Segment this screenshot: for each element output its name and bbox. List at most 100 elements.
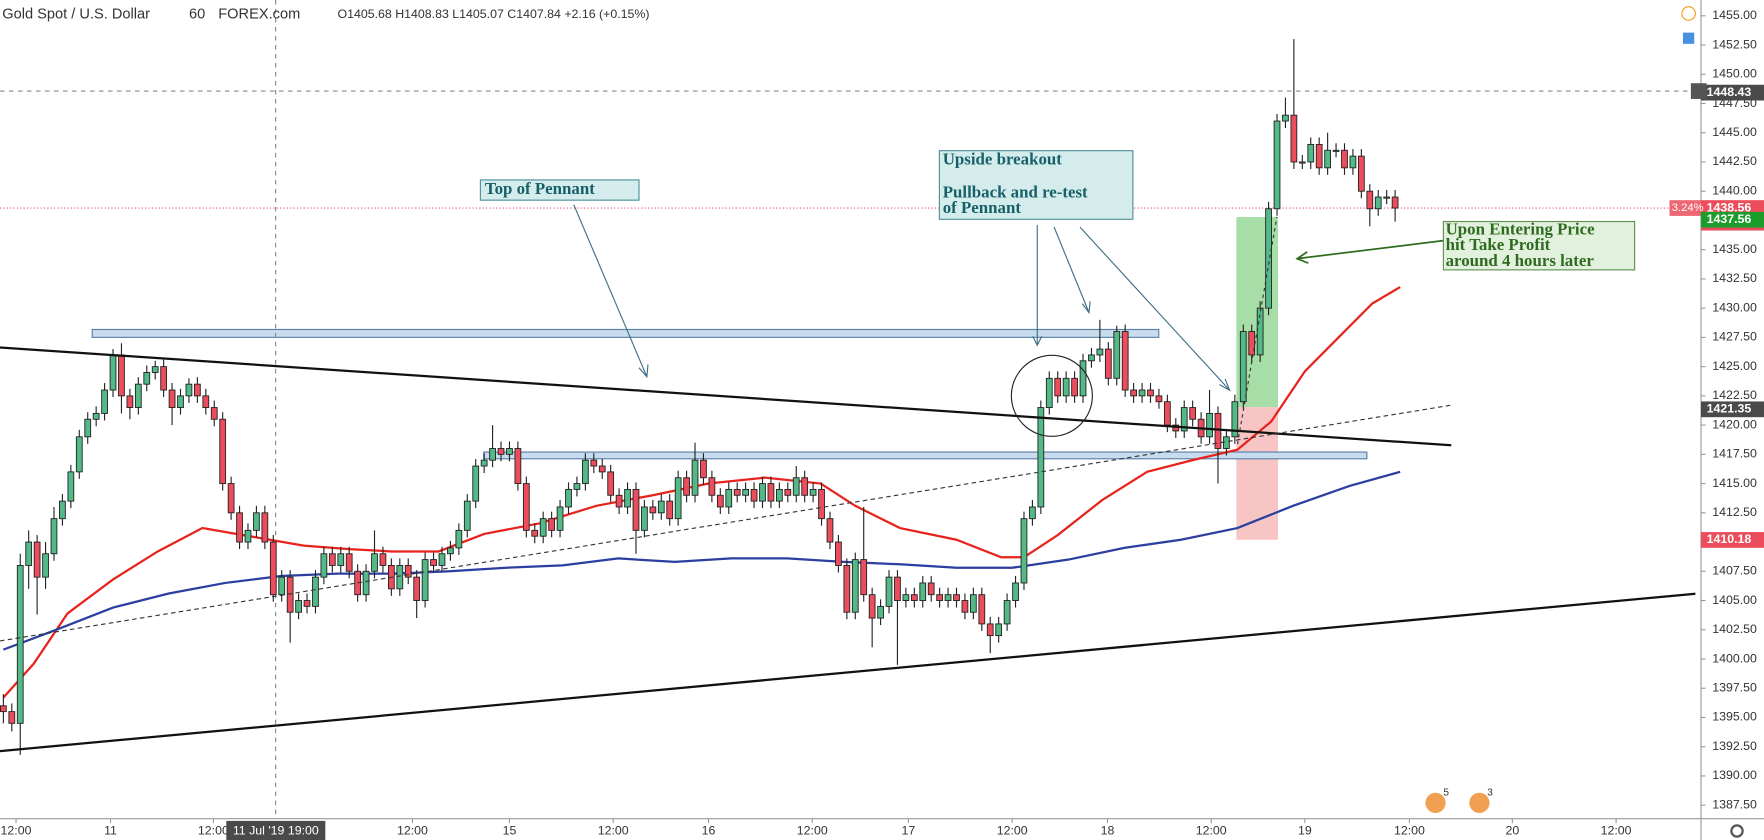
candle-body [1121,331,1129,391]
candle-body [303,600,311,607]
y-tick-label: 1387.50 [1712,797,1757,811]
candle-body [244,529,252,543]
drawings-over: Top of Pennant Upside breakout Pullback … [0,150,1696,753]
candle-body [590,459,598,467]
candle-body [750,488,758,502]
candle-body [286,576,294,613]
toggle-icon[interactable] [1683,32,1695,44]
candle-body [1223,436,1230,449]
y-tick-label: 1425.00 [1712,359,1757,373]
x-tick-label: 11 [104,823,117,837]
candle-body [1088,354,1095,362]
green-arrow [1295,239,1444,264]
candle-body [995,623,1003,637]
annotation-box [1442,220,1636,271]
candle-body [59,500,66,520]
y-tick-label: 1442.50 [1712,154,1757,168]
candle-body [539,518,547,537]
x-tick-label: 12:00 [1196,823,1227,837]
candle-body [986,623,994,637]
candle-body [185,383,193,397]
annotation: Top of Pennant [485,179,595,198]
candle-body [261,512,269,543]
candle-body [253,512,260,531]
candle-body [969,594,977,613]
candle-body [1332,149,1340,152]
candle-body [236,512,243,543]
candle-body [67,471,75,502]
candle-body [725,488,733,508]
candle-body [742,488,750,496]
candle-body [522,483,530,531]
x-tick-label: 17 [902,823,916,837]
annotation: hit Take Profit [1446,235,1551,254]
candle-body [50,518,58,555]
candle-body [42,553,49,578]
event-icon[interactable] [1469,792,1490,814]
crosshair-time-box [226,820,326,840]
event-icon[interactable] [1425,792,1446,814]
candle-body [792,477,800,496]
support-zone [483,451,1368,460]
candle-body [573,483,581,490]
candle-body [202,395,210,409]
candle-body [877,605,884,619]
candle-body [936,594,944,601]
candle-body [1341,149,1348,169]
candle-body [624,488,631,508]
candle-body [92,412,100,420]
candle-body [1037,407,1045,508]
alert-icon[interactable] [1681,6,1696,21]
candle-body [345,553,353,572]
candle-body [295,600,302,613]
candle-body [860,559,868,596]
candle-body [902,594,910,601]
crosshair-price-label: 1448.43 [1707,85,1752,99]
x-tick-label: 12:00 [598,823,629,837]
y-tick-label: 1420.00 [1712,417,1757,431]
price-marker-label: 1410.18 [1707,532,1752,546]
x-tick-label: 12:00 [397,823,428,837]
candle-body [396,564,404,590]
settings-icon[interactable] [1730,824,1744,838]
candle-body [1273,120,1281,210]
candle-body [641,506,648,531]
candle-body [328,553,336,566]
y-tick-label: 1395.00 [1712,710,1757,724]
candle-body [531,529,539,537]
candle-body [826,518,834,543]
candle-body [759,483,766,502]
y-tick-label: 1390.00 [1712,768,1757,782]
candle-body [210,407,218,420]
candle-body [151,366,159,373]
trend-line-upper [0,346,1452,447]
candle-body [1062,377,1070,397]
candle-body [1206,412,1213,438]
candle-body [438,553,446,566]
candle-body [134,383,142,409]
candle-body [784,488,792,496]
candle-body [227,483,235,514]
candle-body [1104,348,1112,379]
candle-body [657,500,665,514]
x-tick-label: 16 [702,823,716,837]
highlight-circle [1010,354,1093,437]
y-tick-label: 1412.50 [1712,505,1757,519]
candle-body [565,488,572,508]
moving-average [2,286,1401,699]
y-tick-label: 1427.50 [1712,330,1757,344]
candle-body [404,564,412,578]
add-button[interactable] [1690,83,1707,99]
candle-body [1155,395,1163,403]
crosshair-time-label: 11 Jul '19 19:00 [233,823,319,837]
x-tick-label: 12:00 [1394,823,1425,837]
candle-body [1045,377,1053,409]
y-tick-label: 1450.00 [1712,67,1757,81]
candle-body [708,477,716,496]
resistance-zone [91,328,1160,338]
price-marker-label: 1421.35 [1707,402,1752,416]
candle-body [489,448,496,461]
symbol-title: Gold Spot / U.S. Dollar [2,6,150,22]
y-tick-label: 1440.00 [1712,183,1757,197]
plot [0,39,1401,755]
